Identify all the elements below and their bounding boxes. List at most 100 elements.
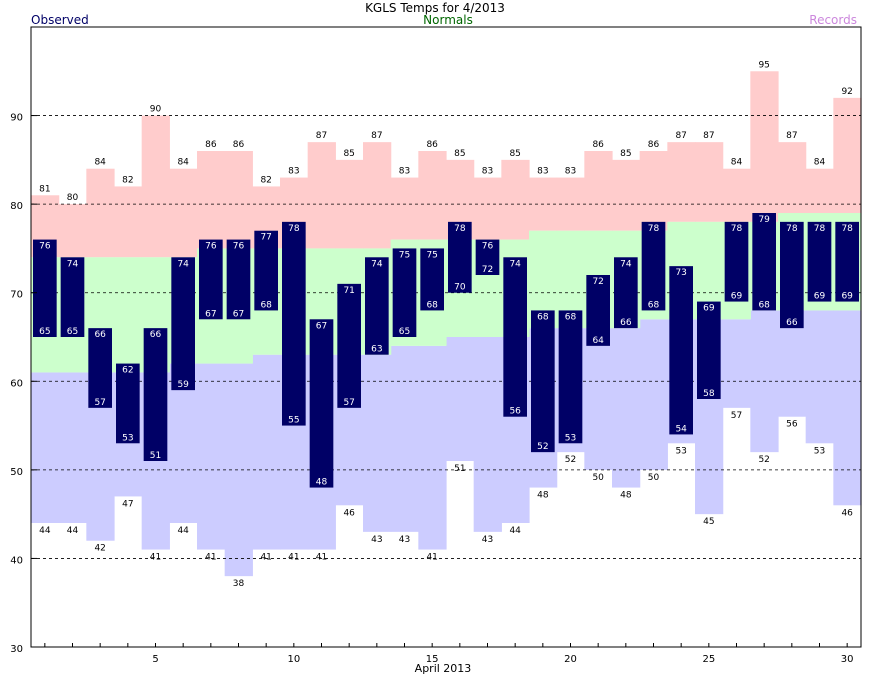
record-high-label: 90 xyxy=(150,105,162,115)
observed-bar xyxy=(392,248,417,337)
y-tick-label: 60 xyxy=(10,378,23,389)
x-tick-label: 20 xyxy=(564,654,577,665)
observed-high-label: 77 xyxy=(260,233,271,243)
record-high-label: 85 xyxy=(454,149,465,159)
x-tick-label: 25 xyxy=(702,654,715,665)
observed-high-label: 69 xyxy=(703,304,715,314)
observed-low-label: 68 xyxy=(426,300,438,310)
observed-high-label: 73 xyxy=(675,268,686,278)
observed-bar xyxy=(282,221,306,426)
record-high-label: 86 xyxy=(205,140,217,150)
observed-high-label: 74 xyxy=(620,259,632,269)
record-high-band xyxy=(363,142,392,249)
record-high-band xyxy=(667,142,696,222)
record-low-label: 46 xyxy=(841,508,853,518)
observed-high-label: 78 xyxy=(648,224,660,234)
observed-high-label: 62 xyxy=(122,366,133,376)
observed-bar xyxy=(226,239,251,320)
record-high-label: 87 xyxy=(675,131,686,141)
record-high-band xyxy=(224,151,253,249)
record-high-label: 84 xyxy=(94,158,106,168)
record-low-band xyxy=(169,363,198,523)
observed-high-label: 78 xyxy=(786,224,798,234)
record-low-band xyxy=(722,319,751,408)
gridlines xyxy=(31,115,861,559)
x-tick-label: 5 xyxy=(152,654,158,665)
observed-low-label: 66 xyxy=(620,318,632,328)
record-low-band xyxy=(805,310,834,444)
record-high-label: 80 xyxy=(67,193,79,203)
record-high-label: 84 xyxy=(177,158,189,168)
observed-bar xyxy=(807,221,832,302)
record-low-label: 41 xyxy=(150,553,161,563)
record-low-label: 44 xyxy=(177,526,189,536)
observed-bar xyxy=(724,221,749,302)
record-high-band xyxy=(390,177,419,240)
record-high-band xyxy=(778,142,807,213)
record-high-label: 83 xyxy=(565,167,576,177)
record-low-label: 45 xyxy=(703,517,714,527)
record-high-band xyxy=(58,204,87,258)
observed-bar xyxy=(752,213,776,311)
legend-records: Records xyxy=(809,13,857,27)
record-low-band xyxy=(418,345,447,550)
record-high-label: 81 xyxy=(39,184,50,194)
record-high-label: 86 xyxy=(426,140,438,150)
observed-bar xyxy=(448,221,472,293)
observed-bar xyxy=(88,328,112,408)
observed-low-label: 67 xyxy=(205,309,216,319)
observed-high-label: 76 xyxy=(205,242,217,252)
observed-low-label: 59 xyxy=(177,380,189,390)
observed-low-label: 53 xyxy=(122,433,133,443)
observed-high-label: 76 xyxy=(482,242,494,252)
record-high-band xyxy=(750,71,779,222)
record-high-label: 87 xyxy=(786,131,797,141)
observed-low-label: 68 xyxy=(648,300,660,310)
record-low-label: 52 xyxy=(758,455,769,465)
record-high-band xyxy=(141,115,170,258)
record-low-label: 43 xyxy=(399,535,410,545)
record-low-label: 41 xyxy=(205,553,216,563)
observed-high-label: 79 xyxy=(758,215,770,225)
y-tick-label: 90 xyxy=(10,113,23,124)
y-tick-label: 80 xyxy=(10,201,23,212)
observed-low-label: 54 xyxy=(675,424,687,434)
observed-high-label: 68 xyxy=(537,312,549,322)
legend-observed: Observed xyxy=(31,13,89,27)
record-high-band xyxy=(114,186,143,258)
record-low-band xyxy=(584,328,613,470)
record-low-band xyxy=(31,372,60,523)
record-low-band xyxy=(58,372,87,523)
observed-low-label: 57 xyxy=(94,398,105,408)
observed-low-label: 65 xyxy=(399,327,410,337)
record-low-band xyxy=(363,354,392,532)
record-high-band xyxy=(307,142,336,249)
observed-low-label: 51 xyxy=(150,451,161,461)
observed-low-label: 68 xyxy=(758,300,770,310)
record-low-band xyxy=(446,337,475,461)
observed-low-label: 56 xyxy=(509,407,521,417)
record-high-band xyxy=(418,151,447,240)
x-tick-label: 30 xyxy=(841,654,854,665)
record-high-band xyxy=(805,168,834,213)
record-high-label: 85 xyxy=(343,149,354,159)
record-low-label: 47 xyxy=(122,499,133,509)
observed-low-label: 64 xyxy=(592,336,604,346)
record-low-label: 42 xyxy=(94,544,105,554)
record-high-band xyxy=(501,159,530,240)
observed-high-label: 74 xyxy=(509,259,521,269)
observed-low-label: 68 xyxy=(260,300,272,310)
record-low-label: 48 xyxy=(620,491,632,501)
observed-bar xyxy=(309,319,334,488)
observed-bar xyxy=(475,239,500,275)
observed-high-label: 72 xyxy=(592,277,603,287)
observed-bar xyxy=(697,301,721,399)
x-tick-label: 15 xyxy=(426,654,439,665)
record-high-label: 83 xyxy=(482,167,493,177)
x-tick-label: 10 xyxy=(287,654,300,665)
record-high-label: 82 xyxy=(122,175,133,185)
record-high-label: 92 xyxy=(841,87,852,97)
observed-bar xyxy=(33,239,57,337)
y-tick-label: 50 xyxy=(10,467,23,478)
record-low-label: 46 xyxy=(343,508,355,518)
